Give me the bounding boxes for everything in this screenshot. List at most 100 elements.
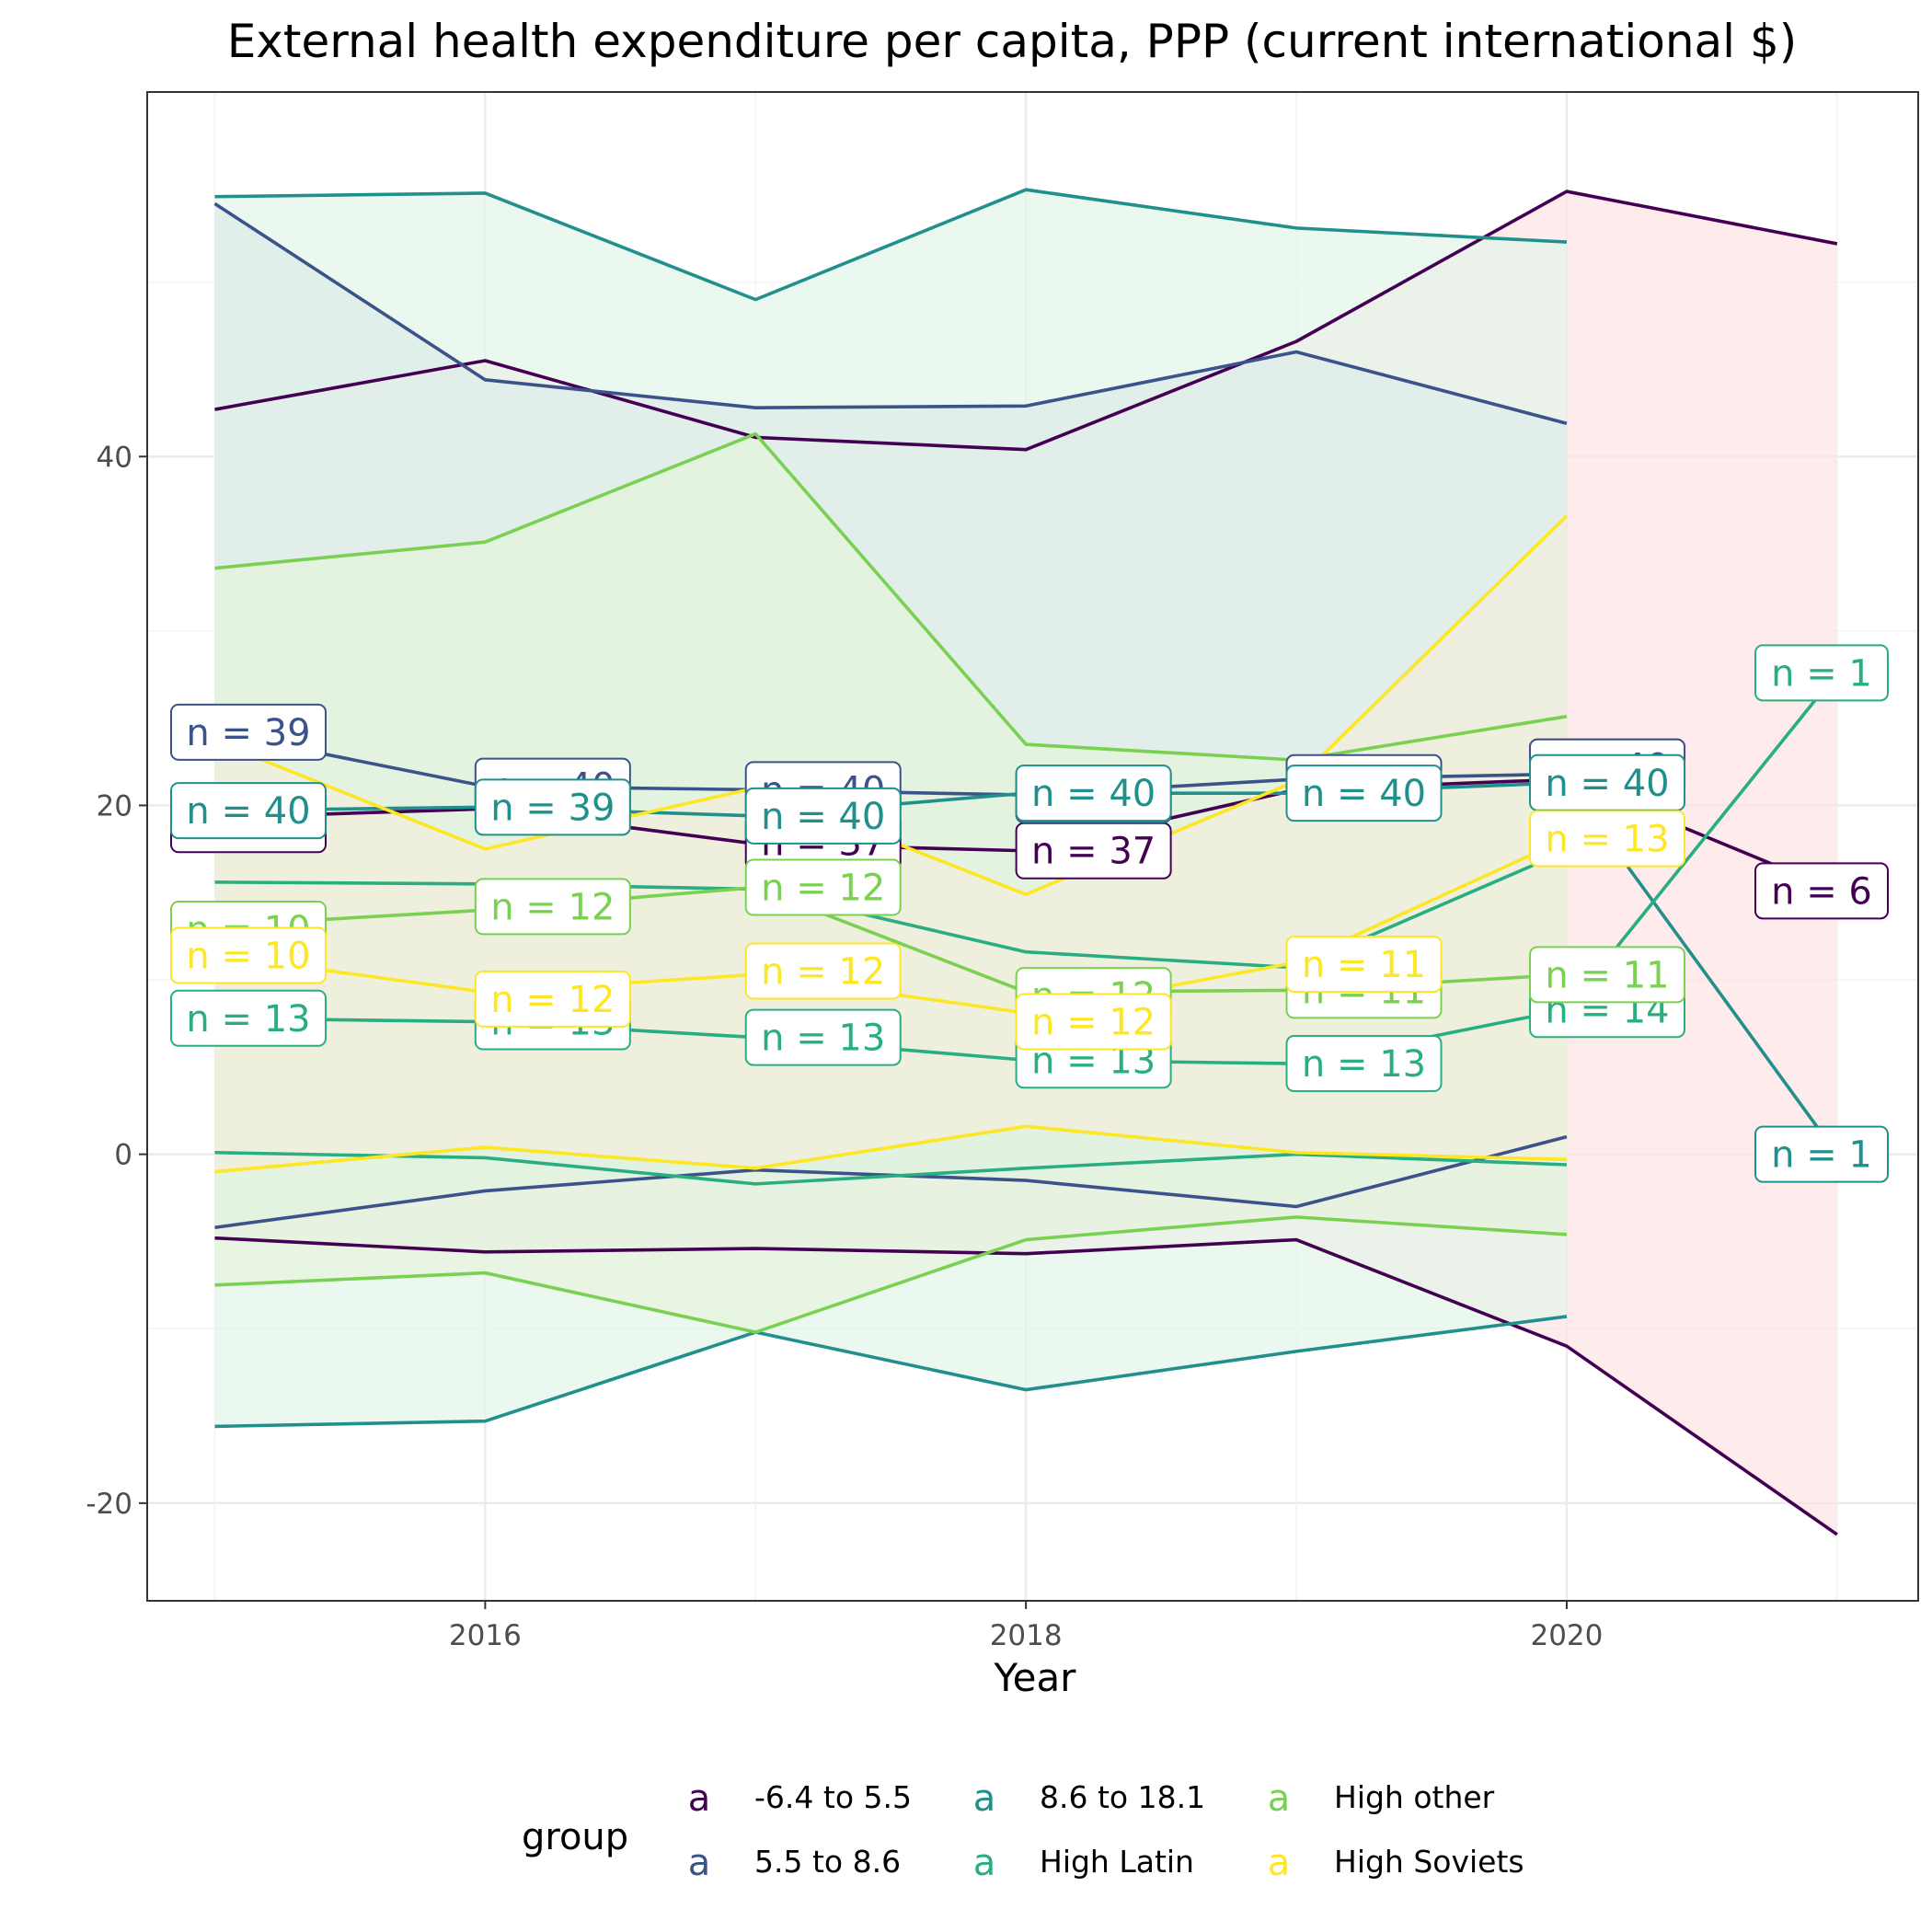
legend-item-label: High other bbox=[1334, 1779, 1495, 1815]
count-label-box bbox=[744, 942, 902, 1000]
panel-border bbox=[146, 91, 1919, 1602]
legend-item-label: High Latin bbox=[1040, 1844, 1194, 1880]
count-label-box bbox=[1754, 644, 1889, 702]
count-label: n = 40 bbox=[1285, 765, 1443, 822]
count-label-text: n = 12 bbox=[761, 951, 885, 994]
plot-panel: n = 37n = 37n = 37n = 37n = 6n = 39n = 4… bbox=[146, 91, 1919, 1602]
legend-key-glyph: a bbox=[1268, 1842, 1291, 1884]
legend-item-label: 8.6 to 18.1 bbox=[1040, 1779, 1205, 1815]
count-label: n = 13 bbox=[1529, 810, 1686, 868]
y-tick-label: 20 bbox=[97, 789, 132, 822]
count-label-box bbox=[170, 926, 327, 984]
count-label: n = 13 bbox=[170, 989, 327, 1047]
count-label: n = 39 bbox=[170, 703, 327, 761]
count-label-box bbox=[170, 782, 327, 840]
count-label: n = 40 bbox=[1015, 765, 1172, 822]
line-lower-2 bbox=[214, 1315, 1568, 1429]
count-label-box bbox=[744, 858, 902, 916]
count-label: n = 39 bbox=[474, 778, 631, 836]
line-lower-4 bbox=[214, 1215, 1568, 1334]
count-label: n = 13 bbox=[1285, 1035, 1443, 1093]
legend-key-glyph: a bbox=[973, 1842, 996, 1884]
count-label-text: n = 37 bbox=[1031, 831, 1156, 873]
count-label-text: n = 12 bbox=[761, 868, 885, 910]
count-label-text: n = 12 bbox=[490, 979, 615, 1021]
count-label: n = 11 bbox=[1285, 935, 1443, 993]
x-axis-title: Year bbox=[994, 1655, 1077, 1700]
count-label-text: n = 12 bbox=[490, 886, 615, 928]
count-label: n = 12 bbox=[474, 970, 631, 1028]
count-label-box bbox=[1754, 1125, 1889, 1183]
y-tick-label: 40 bbox=[97, 441, 132, 474]
count-label-text: n = 40 bbox=[186, 790, 310, 833]
count-label: n = 40 bbox=[744, 787, 902, 845]
count-label-box bbox=[1754, 862, 1889, 920]
legend: group a -6.4 to 5.5 a 5.5 to 8.6 a 8.6 to 18.… bbox=[522, 1777, 1524, 1884]
count-label: n = 37 bbox=[1015, 822, 1172, 880]
y-axis: -20 0 20 40 bbox=[86, 441, 147, 1521]
x-tick-label: 2018 bbox=[990, 1619, 1063, 1652]
line-lower-5 bbox=[214, 1124, 1567, 1174]
y-tick-label: -20 bbox=[86, 1488, 132, 1521]
count-label-box bbox=[1015, 765, 1172, 822]
count-label-box bbox=[474, 878, 631, 936]
line-lower-3 bbox=[214, 1150, 1568, 1186]
legend-key-glyph: a bbox=[973, 1777, 996, 1820]
count-label-text: n = 40 bbox=[1031, 773, 1156, 815]
count-label: n = 12 bbox=[744, 858, 902, 916]
count-label-box bbox=[1015, 993, 1172, 1051]
count-label-text: n = 40 bbox=[761, 796, 885, 838]
count-label: n = 40 bbox=[1529, 753, 1686, 811]
chart-title: External health expenditure per capita, … bbox=[227, 15, 1798, 68]
count-label-box bbox=[1285, 935, 1443, 993]
count-label-text: n = 1 bbox=[1771, 1134, 1872, 1177]
count-label-box bbox=[170, 989, 327, 1047]
line-upper-0 bbox=[214, 190, 1838, 452]
count-label-text: n = 12 bbox=[1031, 1002, 1156, 1044]
x-axis: 2016 2018 2020 bbox=[449, 1601, 1603, 1652]
count-label-box bbox=[744, 787, 902, 845]
count-label-text: n = 1 bbox=[1771, 652, 1872, 695]
legend-key-glyph: a bbox=[1268, 1777, 1291, 1820]
legend-title: group bbox=[522, 1816, 628, 1858]
count-label-text: n = 13 bbox=[186, 998, 310, 1041]
count-label-text: n = 40 bbox=[1545, 763, 1669, 805]
count-label-text: n = 13 bbox=[761, 1018, 885, 1060]
count-label-text: n = 13 bbox=[1302, 1043, 1426, 1086]
count-label-box bbox=[744, 1008, 902, 1066]
legend-key-glyph: a bbox=[688, 1842, 711, 1884]
line-upper-2 bbox=[214, 188, 1568, 302]
count-label: n = 6 bbox=[1754, 862, 1889, 920]
count-label-text: n = 40 bbox=[1302, 773, 1426, 815]
count-label-box bbox=[474, 778, 631, 836]
count-label: n = 10 bbox=[170, 926, 327, 984]
count-label: n = 1 bbox=[1754, 1125, 1889, 1183]
count-label-box bbox=[1529, 946, 1686, 1004]
count-label: n = 11 bbox=[1529, 946, 1686, 1004]
y-tick-label: 0 bbox=[114, 1139, 132, 1172]
legend-item-label: High Soviets bbox=[1334, 1844, 1524, 1880]
legend-key-glyph: a bbox=[688, 1777, 711, 1820]
count-label-text: n = 39 bbox=[490, 787, 615, 829]
count-label-text: n = 6 bbox=[1771, 870, 1872, 913]
count-label-text: n = 39 bbox=[186, 712, 310, 754]
legend-item-label: -6.4 to 5.5 bbox=[754, 1779, 912, 1815]
count-label-box bbox=[474, 970, 631, 1028]
count-label-text: n = 11 bbox=[1302, 944, 1426, 986]
count-label-box bbox=[1285, 1035, 1443, 1093]
count-label-box bbox=[1529, 810, 1686, 868]
count-label: n = 12 bbox=[1015, 993, 1172, 1051]
count-label: n = 40 bbox=[170, 782, 327, 840]
x-tick-label: 2020 bbox=[1530, 1619, 1603, 1652]
count-label: n = 12 bbox=[474, 878, 631, 936]
count-labels: n = 37n = 37n = 37n = 37n = 6n = 39n = 4… bbox=[170, 644, 1889, 1183]
legend-item-label: 5.5 to 8.6 bbox=[754, 1844, 901, 1880]
count-label: n = 12 bbox=[744, 942, 902, 1000]
count-label-text: n = 10 bbox=[186, 935, 310, 977]
count-label-text: n = 11 bbox=[1545, 954, 1669, 996]
count-label: n = 1 bbox=[1754, 644, 1889, 702]
count-label-box bbox=[170, 703, 327, 761]
count-label: n = 13 bbox=[744, 1008, 902, 1066]
x-tick-label: 2016 bbox=[449, 1619, 522, 1652]
